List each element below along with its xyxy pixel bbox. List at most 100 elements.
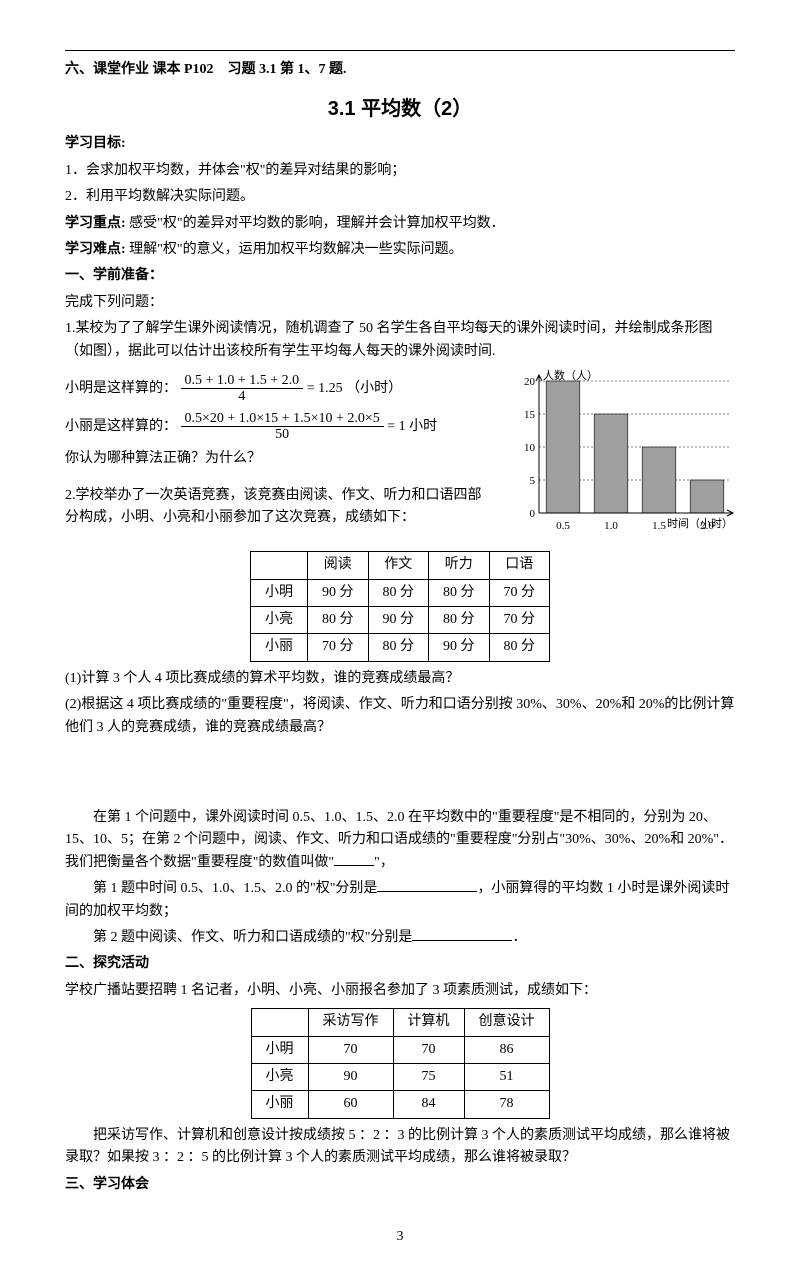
table-header: 采访写作	[308, 1009, 393, 1036]
xl-frac: 0.5×20 + 1.0×15 + 1.5×10 + 2.0×5 50	[181, 411, 384, 443]
hw-text: 六、课堂作业 课本 P102 习题 3.1 第 1、7 题.	[65, 62, 347, 77]
para1: 在第 1 个问题中，课外阅读时间 0.5、1.0、1.5、2.0 在平均数中的"…	[65, 807, 735, 874]
table-cell: 51	[464, 1063, 549, 1090]
prep-heading: 一、学前准备：	[65, 265, 735, 287]
difficulty-line: 学习难点: 理解"权"的意义，运用加权平均数解决一些实际问题。	[65, 239, 735, 261]
svg-text:5: 5	[530, 475, 536, 487]
table-cell: 70	[308, 1036, 393, 1063]
xm-num: 0.5 + 1.0 + 1.5 + 2.0	[181, 373, 304, 389]
table-cell: 小明	[251, 1036, 308, 1063]
table-cell: 86	[464, 1036, 549, 1063]
objective-2: 2．利用平均数解决实际问题。	[65, 186, 735, 208]
table-cell: 80 分	[489, 634, 550, 661]
table-header: 口语	[489, 552, 550, 579]
table-cell: 80 分	[368, 579, 429, 606]
para3a: 第 2 题中阅读、作文、听力和口语成绩的"权"分别是	[93, 930, 412, 945]
svg-text:15: 15	[524, 409, 536, 421]
q1-calcs: 小明是这样算的： 0.5 + 1.0 + 1.5 + 2.0 4 = 1.25 …	[65, 367, 495, 534]
table-cell: 小亮	[251, 607, 308, 634]
para1a: 在第 1 个问题中，课外阅读时间 0.5、1.0、1.5、2.0 在平均数中的"…	[65, 810, 733, 870]
homework-line: 六、课堂作业 课本 P102 习题 3.1 第 1、7 题.	[65, 50, 735, 81]
xl-den: 50	[181, 427, 384, 442]
blank-2	[377, 891, 477, 892]
diff-h: 学习难点:	[65, 242, 126, 257]
table-cell: 70	[393, 1036, 464, 1063]
q1-row: 小明是这样算的： 0.5 + 1.0 + 1.5 + 2.0 4 = 1.25 …	[65, 367, 735, 545]
explore-heading: 二、探究活动	[65, 953, 735, 975]
svg-text:0: 0	[530, 508, 536, 520]
blank-1	[334, 865, 374, 866]
table-cell: 小明	[251, 579, 308, 606]
table-cell: 80 分	[368, 634, 429, 661]
q2-sub1: (1)计算 3 个人 4 项比赛成绩的算术平均数，谁的竞赛成绩最高？	[65, 668, 735, 690]
table-cell: 80 分	[429, 607, 490, 634]
xl-calc: 小丽是这样算的： 0.5×20 + 1.0×15 + 1.5×10 + 2.0×…	[65, 411, 495, 443]
objectives-heading: 学习目标:	[65, 133, 735, 155]
table-scores-2: 采访写作计算机创意设计小明707086小亮907551小丽608478	[251, 1008, 550, 1119]
xm-calc: 小明是这样算的： 0.5 + 1.0 + 1.5 + 2.0 4 = 1.25 …	[65, 373, 495, 405]
prep-sub: 完成下列问题：	[65, 292, 735, 314]
table-cell: 90 分	[429, 634, 490, 661]
table-header: 创意设计	[464, 1009, 549, 1036]
table-cell: 70 分	[308, 634, 369, 661]
table-cell: 小丽	[251, 1091, 308, 1118]
table-header	[251, 1009, 308, 1036]
table-cell: 90 分	[368, 607, 429, 634]
q2-stem: 2.学校举办了一次英语竞赛，该竞赛由阅读、作文、听力和口语四部分构成，小明、小亮…	[65, 485, 495, 530]
reflect-heading: 三、学习体会	[65, 1174, 735, 1196]
table-cell: 80 分	[429, 579, 490, 606]
svg-text:0.5: 0.5	[556, 520, 570, 532]
svg-text:1.0: 1.0	[604, 520, 618, 532]
table-header: 计算机	[393, 1009, 464, 1036]
table-cell: 80 分	[308, 607, 369, 634]
para2a: 第 1 题中时间 0.5、1.0、1.5、2.0 的"权"分别是	[93, 881, 377, 896]
q1-stem: 1.某校为了了解学生课外阅读情况，随机调查了 50 名学生各自平均每天的课外阅读…	[65, 318, 735, 363]
para2: 第 1 题中时间 0.5、1.0、1.5、2.0 的"权"分别是，小丽算得的平均…	[65, 878, 735, 923]
table-header: 作文	[368, 552, 429, 579]
table-cell: 78	[464, 1091, 549, 1118]
table-header: 听力	[429, 552, 490, 579]
para1b: "，	[374, 855, 394, 870]
diff-body: 理解"权"的意义，运用加权平均数解决一些实际问题。	[129, 242, 462, 257]
xl-label: 小丽是这样算的：	[65, 419, 177, 434]
bar-chart-svg: 510152000.51.01.52.0人数（人）时间（小时）	[505, 367, 735, 537]
xl-res: = 1 小时	[387, 419, 437, 434]
svg-text:时间（小时）: 时间（小时）	[667, 517, 733, 530]
para3b: ．	[512, 930, 526, 945]
objective-1: 1．会求加权平均数，并体会"权"的差异对结果的影响；	[65, 160, 735, 182]
explore-q: 把采访写作、计算机和创意设计按成绩按 5 ：2 ：3 的比例计算 3 个人的素质…	[65, 1125, 735, 1170]
table-cell: 90	[308, 1063, 393, 1090]
keypoint-line: 学习重点: 感受"权"的差异对平均数的影响，理解并会计算加权平均数．	[65, 213, 735, 235]
page-number: 3	[65, 1226, 735, 1248]
q1-ask: 你认为哪种算法正确？为什么？	[65, 448, 495, 470]
explore-stem: 学校广播站要招聘 1 名记者，小明、小亮、小丽报名参加了 3 项素质测试，成绩如…	[65, 980, 735, 1002]
xm-label: 小明是这样算的：	[65, 381, 177, 396]
table-cell: 小亮	[251, 1063, 308, 1090]
svg-text:1.5: 1.5	[652, 520, 666, 532]
table-cell: 84	[393, 1091, 464, 1118]
table-cell: 小丽	[251, 634, 308, 661]
svg-text:人数（人）: 人数（人）	[543, 369, 598, 382]
bar-chart: 510152000.51.01.52.0人数（人）时间（小时）	[505, 367, 735, 545]
table-header	[251, 552, 308, 579]
table-cell: 90 分	[308, 579, 369, 606]
svg-text:20: 20	[524, 376, 536, 388]
page-title: 3.1 平均数（2）	[65, 93, 735, 125]
svg-text:10: 10	[524, 442, 536, 454]
xm-den: 4	[181, 389, 304, 404]
spacer	[65, 743, 735, 803]
table-cell: 70 分	[489, 579, 550, 606]
q2-sub2: (2)根据这 4 项比赛成绩的"重要程度"，将阅读、作文、听力和口语分别按 30…	[65, 694, 735, 739]
keypoint-body: 感受"权"的差异对平均数的影响，理解并会计算加权平均数．	[129, 216, 504, 231]
xl-num: 0.5×20 + 1.0×15 + 1.5×10 + 2.0×5	[181, 411, 384, 427]
keypoint-h: 学习重点:	[65, 216, 126, 231]
table-header: 阅读	[308, 552, 369, 579]
table-cell: 70 分	[489, 607, 550, 634]
xm-frac: 0.5 + 1.0 + 1.5 + 2.0 4	[181, 373, 304, 405]
table-cell: 75	[393, 1063, 464, 1090]
xm-res: = 1.25 （小时）	[307, 381, 402, 396]
blank-3	[412, 940, 512, 941]
table-scores-1: 阅读作文听力口语小明90 分80 分80 分70 分小亮80 分90 分80 分…	[250, 551, 550, 662]
para3: 第 2 题中阅读、作文、听力和口语成绩的"权"分别是 ．	[65, 927, 735, 949]
table-cell: 60	[308, 1091, 393, 1118]
